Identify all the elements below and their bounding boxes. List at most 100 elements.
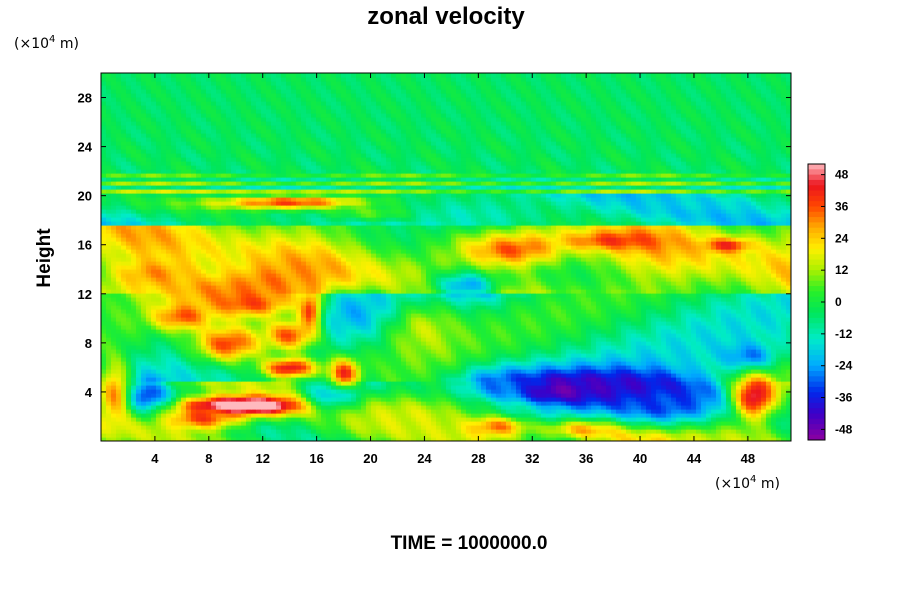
- heatmap-cell: [226, 341, 232, 346]
- heatmap-cell: [281, 421, 287, 426]
- heatmap-cell: [521, 409, 527, 414]
- heatmap-cell: [451, 377, 457, 382]
- heatmap-cell: [351, 429, 357, 434]
- heatmap-cell: [666, 353, 672, 358]
- heatmap-cell: [351, 377, 357, 382]
- heatmap-cell: [546, 405, 552, 410]
- heatmap-cell: [716, 325, 722, 330]
- heatmap-cell: [646, 397, 652, 402]
- heatmap-cell: [776, 413, 782, 418]
- heatmap-cell: [701, 373, 707, 378]
- heatmap-cell: [301, 377, 307, 382]
- heatmap-cell: [216, 373, 222, 378]
- heatmap-cell: [346, 353, 352, 358]
- heatmap-cell: [566, 365, 572, 370]
- heatmap-cell: [781, 389, 787, 394]
- heatmap-cell: [196, 433, 202, 438]
- heatmap-cell: [621, 301, 627, 306]
- heatmap-cell: [501, 417, 507, 422]
- heatmap-cell: [646, 433, 652, 438]
- heatmap-cell: [741, 385, 747, 390]
- heatmap-cell: [726, 437, 732, 441]
- heatmap-cell: [586, 329, 592, 334]
- heatmap-cell: [186, 313, 192, 318]
- heatmap-cell: [631, 325, 637, 330]
- heatmap-cell: [661, 337, 667, 342]
- heatmap-cell: [266, 389, 272, 394]
- heatmap-cell: [651, 393, 657, 398]
- heatmap-cell: [736, 409, 742, 414]
- heatmap-cell: [771, 413, 777, 418]
- heatmap-cell: [326, 389, 332, 394]
- heatmap-cell: [226, 301, 232, 306]
- heatmap-cell: [406, 437, 412, 441]
- heatmap-cell: [166, 413, 172, 418]
- heatmap-cell: [651, 381, 657, 386]
- heatmap-cell: [151, 401, 157, 406]
- heatmap-cell: [566, 389, 572, 394]
- heatmap-cell: [721, 313, 727, 318]
- heatmap-cell: [171, 409, 177, 414]
- heatmap-cell: [451, 409, 457, 414]
- heatmap-cell: [296, 361, 302, 366]
- heatmap-cell: [376, 421, 382, 426]
- heatmap-cell: [576, 341, 582, 346]
- heatmap-cell: [721, 437, 727, 441]
- heatmap-cell: [581, 417, 587, 422]
- heatmap-cell: [776, 341, 782, 346]
- heatmap-cell: [276, 397, 282, 402]
- heatmap-cell: [736, 429, 742, 434]
- heatmap-cell: [741, 353, 747, 358]
- heatmap-cell: [331, 405, 337, 410]
- heatmap-cell: [341, 357, 347, 362]
- heatmap-cell: [616, 341, 622, 346]
- heatmap-cell: [451, 389, 457, 394]
- heatmap-cell: [131, 401, 137, 406]
- heatmap-cell: [511, 341, 517, 346]
- heatmap-cell: [496, 381, 502, 386]
- heatmap-cell: [491, 421, 497, 426]
- heatmap-cell: [351, 393, 357, 398]
- heatmap-cell: [266, 421, 272, 426]
- heatmap-cell: [711, 417, 717, 422]
- heatmap-cell: [681, 365, 687, 370]
- heatmap-cell: [706, 369, 712, 374]
- heatmap-cell: [241, 365, 247, 370]
- heatmap-cell: [271, 385, 277, 390]
- heatmap-cell: [526, 357, 532, 362]
- heatmap-cell: [261, 369, 267, 374]
- heatmap-cell: [651, 417, 657, 422]
- heatmap-cell: [736, 365, 742, 370]
- heatmap-cell: [391, 309, 397, 314]
- heatmap-cell: [686, 353, 692, 358]
- heatmap-cell: [241, 341, 247, 346]
- heatmap-cell: [676, 389, 682, 394]
- heatmap-cell: [331, 357, 337, 362]
- heatmap-cell: [131, 333, 137, 338]
- heatmap-cell: [206, 417, 212, 422]
- heatmap-cell: [556, 401, 562, 406]
- heatmap-cell: [701, 337, 707, 342]
- heatmap-cell: [721, 309, 727, 314]
- heatmap-cell: [431, 317, 437, 322]
- heatmap-cell: [476, 333, 482, 338]
- heatmap-cell: [531, 305, 537, 310]
- heatmap-cell: [486, 337, 492, 342]
- heatmap-cell: [146, 437, 152, 441]
- heatmap-cell: [581, 345, 587, 350]
- heatmap-cell: [156, 381, 162, 386]
- heatmap-cell: [781, 409, 787, 414]
- heatmap-cell: [231, 357, 237, 362]
- heatmap-cell: [491, 437, 497, 441]
- heatmap-cell: [121, 309, 127, 314]
- heatmap-cell: [721, 413, 727, 418]
- heatmap-cell: [421, 421, 427, 426]
- heatmap-cell: [596, 365, 602, 370]
- heatmap-cell: [441, 425, 447, 430]
- heatmap-cell: [656, 409, 662, 414]
- heatmap-cell: [616, 425, 622, 430]
- heatmap-cell: [251, 301, 257, 306]
- heatmap-cell: [341, 393, 347, 398]
- heatmap-cell: [226, 337, 232, 342]
- heatmap-cell: [726, 333, 732, 338]
